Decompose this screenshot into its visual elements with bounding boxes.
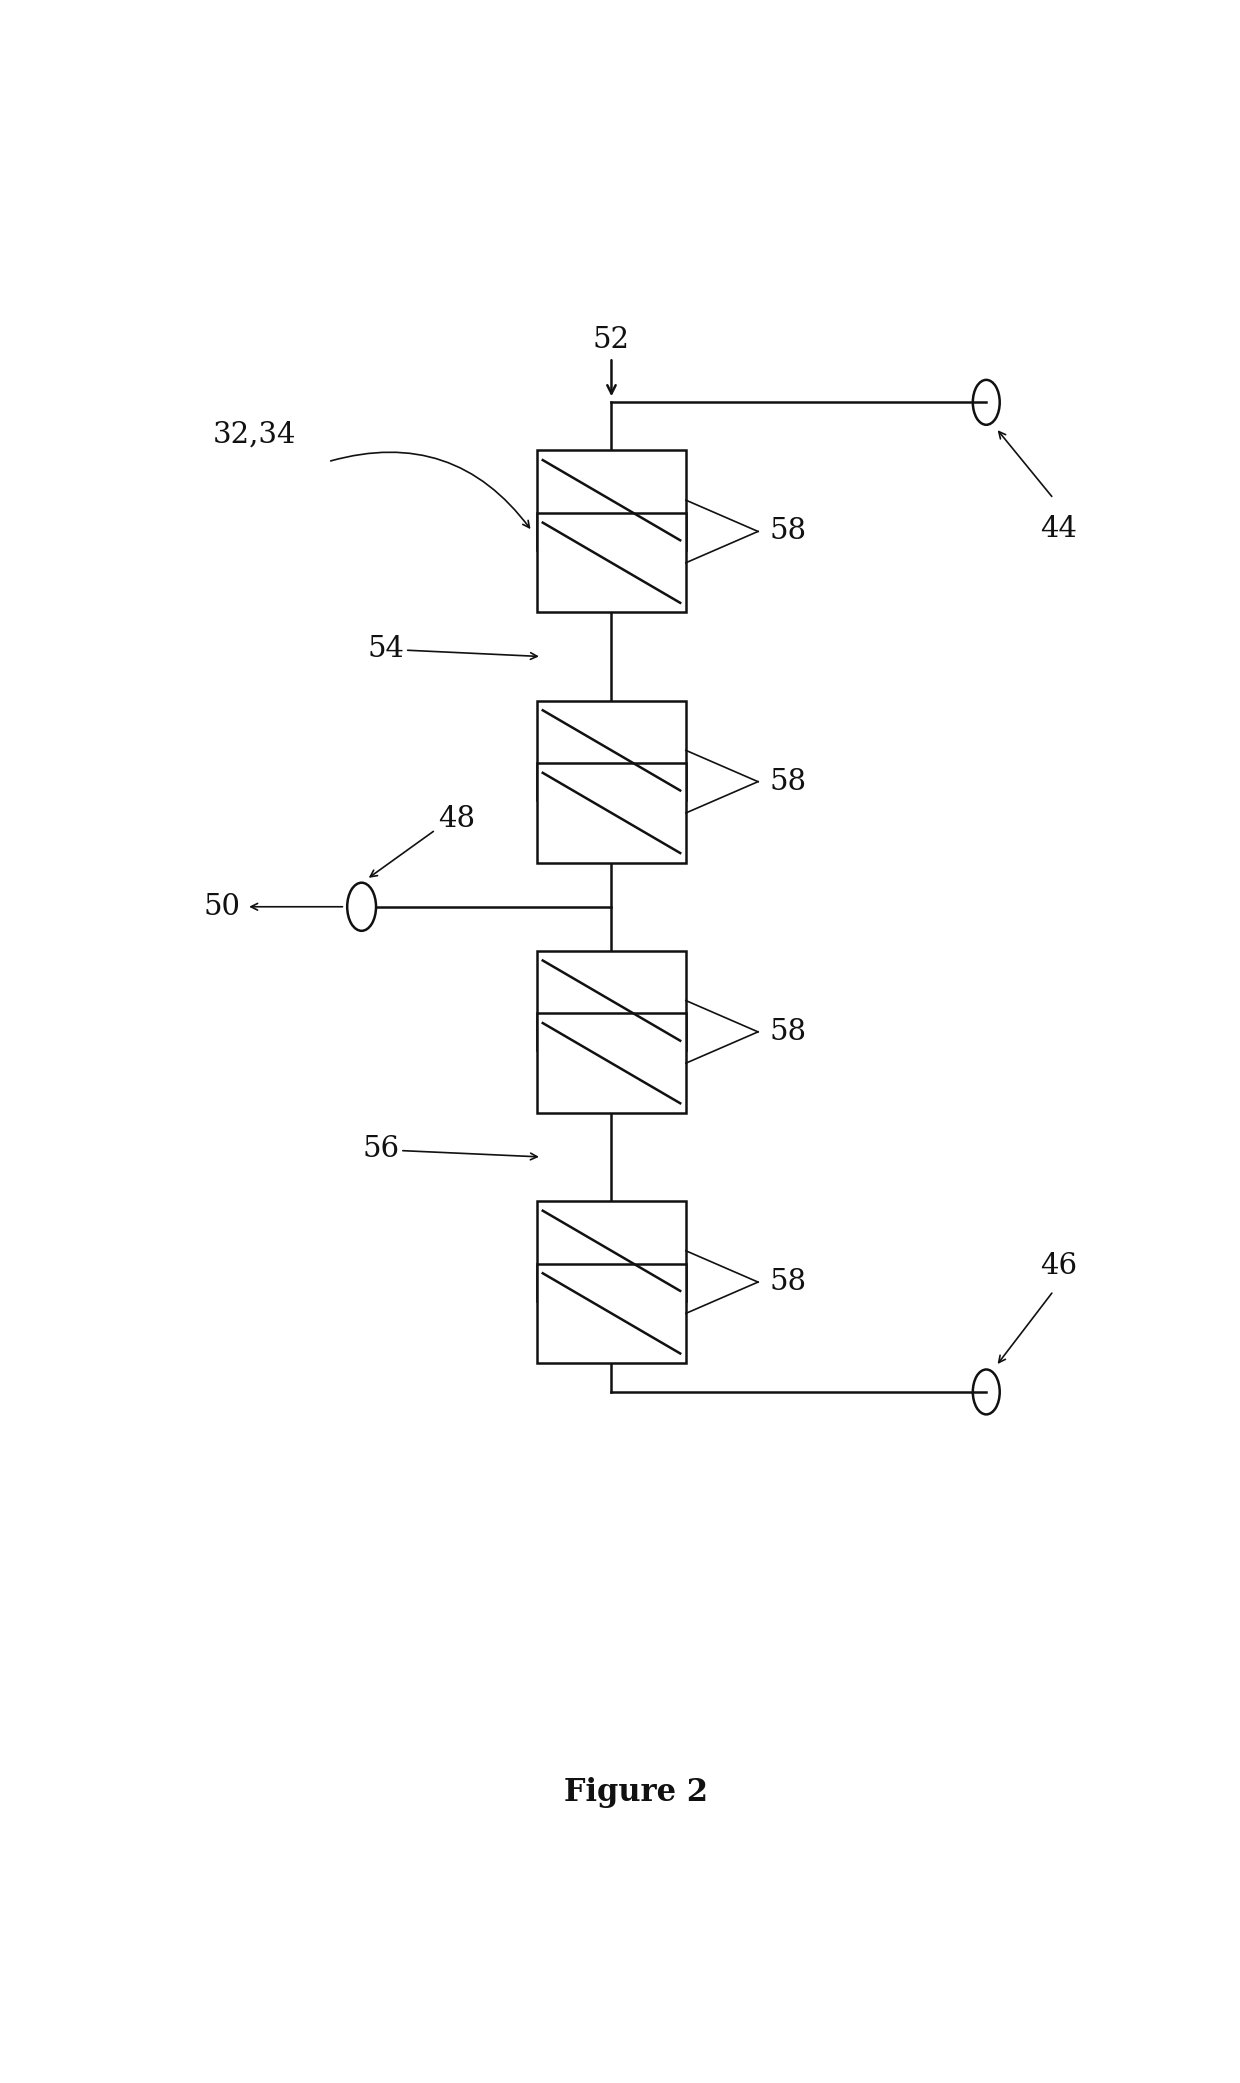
- Text: 52: 52: [593, 327, 630, 354]
- Text: 58: 58: [770, 769, 807, 796]
- FancyBboxPatch shape: [537, 1202, 686, 1300]
- FancyBboxPatch shape: [537, 450, 686, 550]
- FancyBboxPatch shape: [537, 512, 686, 612]
- Text: 54: 54: [368, 635, 404, 662]
- Text: 58: 58: [770, 1269, 807, 1296]
- Text: Figure 2: Figure 2: [563, 1777, 708, 1808]
- Text: 48: 48: [439, 804, 476, 833]
- FancyBboxPatch shape: [537, 700, 686, 800]
- FancyBboxPatch shape: [537, 950, 686, 1050]
- FancyBboxPatch shape: [537, 1264, 686, 1362]
- Text: 58: 58: [770, 517, 807, 546]
- FancyBboxPatch shape: [537, 762, 686, 862]
- Text: 50: 50: [203, 894, 241, 921]
- FancyBboxPatch shape: [537, 1014, 686, 1112]
- Text: 46: 46: [1040, 1252, 1076, 1279]
- Text: 56: 56: [363, 1135, 401, 1162]
- Text: 58: 58: [770, 1019, 807, 1046]
- Text: 32,34: 32,34: [213, 421, 296, 448]
- Text: 44: 44: [1040, 515, 1076, 542]
